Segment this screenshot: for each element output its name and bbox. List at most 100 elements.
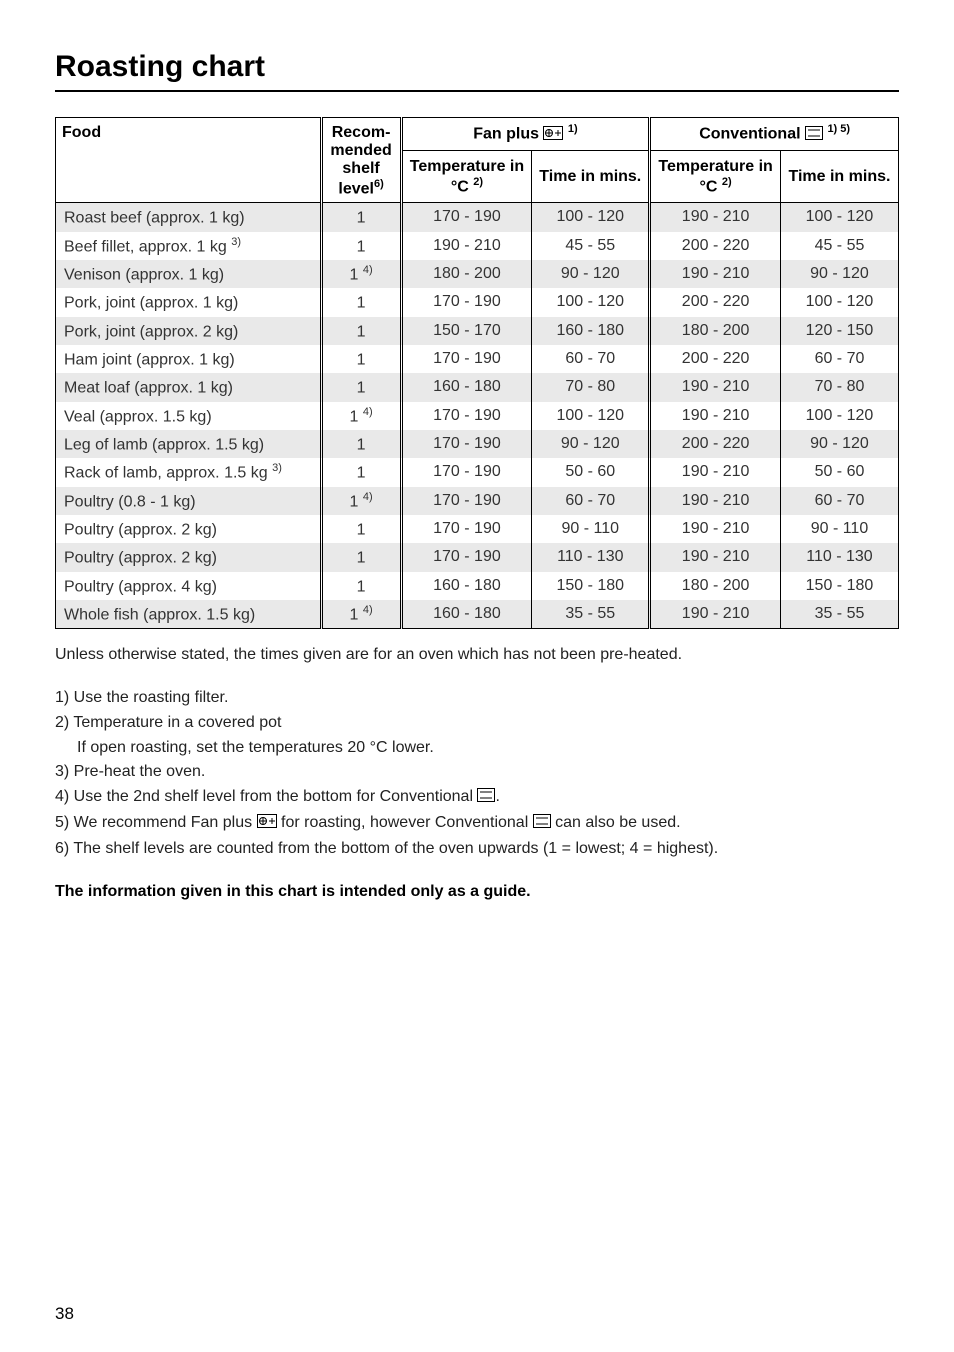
cell-conv-temp: 200 - 220	[650, 430, 781, 458]
cell-fan-time: 100 - 120	[532, 288, 650, 316]
cell-shelf: 1	[321, 203, 401, 232]
cell-fan-temp: 160 - 180	[401, 600, 532, 629]
table-row: Roast beef (approx. 1 kg)1170 - 190100 -…	[56, 203, 899, 232]
cell-food: Roast beef (approx. 1 kg)	[56, 203, 322, 232]
cell-fan-time: 90 - 120	[532, 430, 650, 458]
cell-conv-time: 100 - 120	[780, 288, 898, 316]
cell-conv-time: 150 - 180	[780, 572, 898, 600]
cell-fan-temp: 170 - 190	[401, 543, 532, 571]
th-ct-label: Temperature in °C	[658, 158, 772, 195]
cell-food: Veal (approx. 1.5 kg)	[56, 402, 322, 430]
cell-conv-temp: 190 - 210	[650, 600, 781, 629]
cell-conv-time: 50 - 60	[780, 458, 898, 486]
cell-food: Whole fish (approx. 1.5 kg)	[56, 600, 322, 629]
table-row: Poultry (approx. 2 kg)1170 - 19090 - 110…	[56, 515, 899, 543]
note-4b: .	[495, 788, 499, 805]
cell-fan-temp: 170 - 190	[401, 402, 532, 430]
cell-conv-time: 110 - 130	[780, 543, 898, 571]
table-row: Ham joint (approx. 1 kg)1170 - 19060 - 7…	[56, 345, 899, 373]
table-row: Poultry (0.8 - 1 kg)1 4)170 - 19060 - 70…	[56, 487, 899, 515]
cell-shelf: 1	[321, 373, 401, 401]
cell-conv-time: 90 - 120	[780, 260, 898, 288]
cell-fan-time: 100 - 120	[532, 203, 650, 232]
conventional-icon	[805, 126, 823, 145]
title-rule	[55, 90, 899, 92]
th-fan: Fan plus 1)	[401, 118, 650, 151]
cell-fan-temp: 170 - 190	[401, 345, 532, 373]
th-conv-sup: 1) 5)	[827, 123, 850, 135]
th-conv: Conventional 1) 5)	[650, 118, 899, 151]
cell-conv-temp: 190 - 210	[650, 543, 781, 571]
cell-fan-time: 50 - 60	[532, 458, 650, 486]
th-recom: Recom-mended shelf level6)	[321, 118, 401, 203]
table-row: Poultry (approx. 4 kg)1160 - 180150 - 18…	[56, 572, 899, 600]
conventional-icon	[533, 812, 551, 837]
roasting-table: Food Recom-mended shelf level6) Fan plus…	[55, 117, 899, 629]
cell-fan-time: 35 - 55	[532, 600, 650, 629]
conventional-icon	[477, 786, 495, 811]
cell-food: Ham joint (approx. 1 kg)	[56, 345, 322, 373]
cell-conv-temp: 190 - 210	[650, 203, 781, 232]
cell-conv-temp: 200 - 220	[650, 232, 781, 260]
table-row: Poultry (approx. 2 kg)1170 - 190110 - 13…	[56, 543, 899, 571]
cell-fan-time: 90 - 110	[532, 515, 650, 543]
cell-fan-temp: 170 - 190	[401, 288, 532, 316]
th-ft-sup: 2)	[473, 176, 483, 188]
note-6: 6) The shelf levels are counted from the…	[55, 837, 899, 862]
cell-conv-temp: 190 - 210	[650, 515, 781, 543]
table-row: Meat loaf (approx. 1 kg)1160 - 18070 - 8…	[56, 373, 899, 401]
th-conv-temp: Temperature in °C 2)	[650, 151, 781, 203]
cell-fan-time: 45 - 55	[532, 232, 650, 260]
th-fan-label: Fan plus	[473, 126, 543, 143]
table-row: Veal (approx. 1.5 kg)1 4)170 - 190100 - …	[56, 402, 899, 430]
cell-fan-temp: 180 - 200	[401, 260, 532, 288]
table-row: Leg of lamb (approx. 1.5 kg)1170 - 19090…	[56, 430, 899, 458]
note-1: 1) Use the roasting filter.	[55, 686, 899, 711]
th-conv-label: Conventional	[699, 126, 805, 143]
cell-shelf: 1	[321, 515, 401, 543]
note-3: 3) Pre-heat the oven.	[55, 760, 899, 785]
th-fan-time: Time in mins.	[532, 151, 650, 203]
cell-fan-temp: 150 - 170	[401, 317, 532, 345]
table-row: Whole fish (approx. 1.5 kg)1 4)160 - 180…	[56, 600, 899, 629]
th-conv-time: Time in mins.	[780, 151, 898, 203]
cell-shelf: 1	[321, 345, 401, 373]
cell-shelf: 1	[321, 317, 401, 345]
page-number: 38	[55, 1304, 74, 1324]
cell-food: Poultry (0.8 - 1 kg)	[56, 487, 322, 515]
cell-food: Venison (approx. 1 kg)	[56, 260, 322, 288]
cell-food: Pork, joint (approx. 2 kg)	[56, 317, 322, 345]
table-row: Beef fillet, approx. 1 kg 3)1190 - 21045…	[56, 232, 899, 260]
note-bold: The information given in this chart is i…	[55, 880, 899, 905]
cell-food: Poultry (approx. 2 kg)	[56, 515, 322, 543]
cell-fan-temp: 160 - 180	[401, 373, 532, 401]
cell-fan-temp: 190 - 210	[401, 232, 532, 260]
cell-shelf: 1 4)	[321, 487, 401, 515]
cell-shelf: 1 4)	[321, 600, 401, 629]
table-row: Pork, joint (approx. 2 kg)1150 - 170160 …	[56, 317, 899, 345]
note-2: 2) Temperature in a covered pot	[55, 711, 899, 736]
cell-fan-time: 110 - 130	[532, 543, 650, 571]
note-4: 4) Use the 2nd shelf level from the bott…	[55, 785, 899, 811]
cell-conv-temp: 190 - 210	[650, 260, 781, 288]
cell-conv-time: 90 - 120	[780, 430, 898, 458]
note-intro: Unless otherwise stated, the times given…	[55, 643, 899, 668]
cell-shelf: 1	[321, 572, 401, 600]
cell-fan-time: 60 - 70	[532, 487, 650, 515]
cell-conv-time: 35 - 55	[780, 600, 898, 629]
fan-plus-icon	[543, 126, 563, 145]
cell-fan-time: 60 - 70	[532, 345, 650, 373]
cell-conv-time: 100 - 120	[780, 402, 898, 430]
page-title: Roasting chart	[55, 50, 899, 84]
cell-shelf: 1	[321, 543, 401, 571]
cell-food: Leg of lamb (approx. 1.5 kg)	[56, 430, 322, 458]
th-ft-label: Temperature in °C	[410, 158, 524, 195]
cell-conv-time: 45 - 55	[780, 232, 898, 260]
note-5: 5) We recommend Fan plus for roasting, h…	[55, 811, 899, 837]
note-5c: can also be used.	[551, 814, 681, 831]
notes-block: Unless otherwise stated, the times given…	[55, 643, 899, 904]
th-fan-temp: Temperature in °C 2)	[401, 151, 532, 203]
note-2b: If open roasting, set the temperatures 2…	[55, 736, 899, 761]
cell-conv-temp: 200 - 220	[650, 345, 781, 373]
cell-conv-temp: 190 - 210	[650, 458, 781, 486]
